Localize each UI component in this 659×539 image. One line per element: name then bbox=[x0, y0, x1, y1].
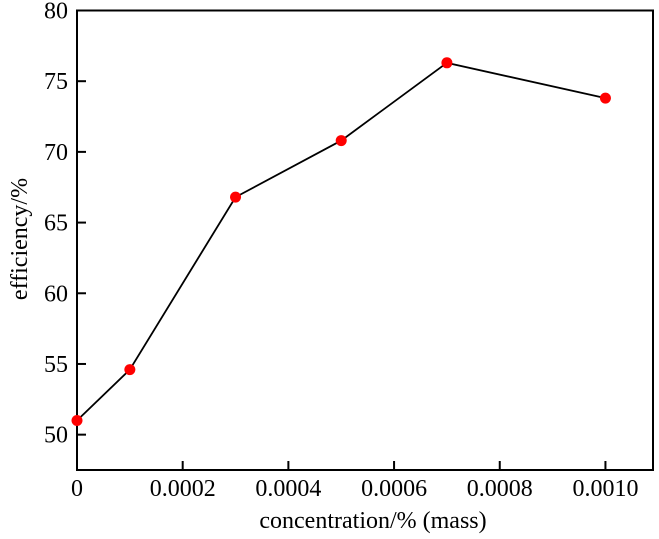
plot-area: 50 55 60 65 70 75 80 0 0.0002 0.0004 0.0006 0.0008 0… bbox=[44, 0, 654, 502]
y-axis-title: efficiency/% bbox=[7, 178, 33, 300]
x-tick-label: 0 bbox=[71, 476, 83, 502]
plot-box bbox=[76, 9, 654, 471]
y-tick-label: 75 bbox=[44, 69, 68, 95]
data-point bbox=[71, 415, 83, 427]
x-tick-label: 0.0002 bbox=[150, 476, 216, 502]
y-tick-label: 70 bbox=[44, 140, 68, 166]
y-tick-label: 55 bbox=[44, 352, 68, 378]
x-axis-title: concentration/% (mass) bbox=[259, 508, 486, 534]
data-point bbox=[335, 135, 347, 147]
data-point bbox=[599, 92, 611, 104]
y-tick-label: 65 bbox=[44, 211, 68, 237]
data-line bbox=[76, 61, 606, 422]
x-tick-label: 0.0010 bbox=[572, 476, 638, 502]
y-tick-label: 50 bbox=[44, 423, 68, 449]
x-tick-label: 0.0008 bbox=[467, 476, 533, 502]
data-point bbox=[441, 57, 453, 69]
data-point bbox=[124, 364, 136, 376]
y-tick-label: 80 bbox=[44, 0, 68, 25]
y-tick-label: 60 bbox=[44, 281, 68, 307]
x-tick-label: 0.0004 bbox=[255, 476, 321, 502]
data-point bbox=[230, 191, 242, 203]
x-tick-label: 0.0006 bbox=[361, 476, 427, 502]
